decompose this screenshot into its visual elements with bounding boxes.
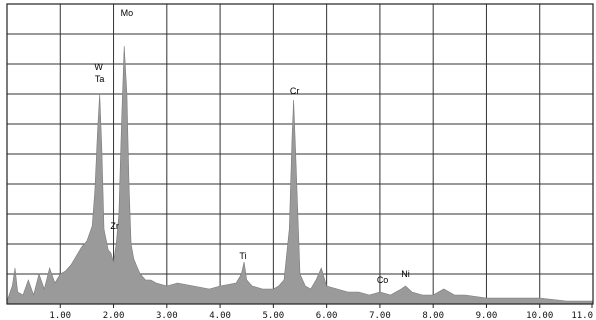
x-tick-label: 9.00 xyxy=(476,311,498,320)
x-tick-label: 8.00 xyxy=(422,311,444,320)
x-tick-label: 6.00 xyxy=(316,311,338,320)
peak-label: Mo xyxy=(121,8,134,18)
spectrum-area xyxy=(6,45,594,305)
peak-label: Co xyxy=(377,275,389,285)
x-tick-label: 10.00 xyxy=(526,311,553,320)
peak-annotations: Mo W Ta Zr Ti Cr Co Ni xyxy=(94,8,409,285)
x-axis-ticks: 1.00 2.00 3.00 4.00 5.00 6.00 7.00 8.00 9.00 10.0… xyxy=(49,304,593,320)
x-tick-label: 7.00 xyxy=(369,311,391,320)
x-tick-label: 1.00 xyxy=(49,311,71,320)
grid xyxy=(7,4,593,304)
x-tick-label: 4.00 xyxy=(209,311,231,320)
peak-label: Ta xyxy=(95,74,105,84)
peak-label: Zr xyxy=(110,221,119,231)
peak-label: Ni xyxy=(401,269,410,279)
plot-border xyxy=(6,3,594,305)
x-tick-label: 3.00 xyxy=(156,311,178,320)
peak-label: W xyxy=(94,62,103,72)
x-tick-label: 11.0 xyxy=(571,311,593,320)
peak-label: Ti xyxy=(239,251,246,261)
spectrum-series xyxy=(6,45,594,305)
plot-frame xyxy=(6,3,594,305)
x-tick-label: 2.00 xyxy=(103,311,125,320)
peak-label: Cr xyxy=(290,86,300,96)
x-tick-label: 5.00 xyxy=(263,311,285,320)
